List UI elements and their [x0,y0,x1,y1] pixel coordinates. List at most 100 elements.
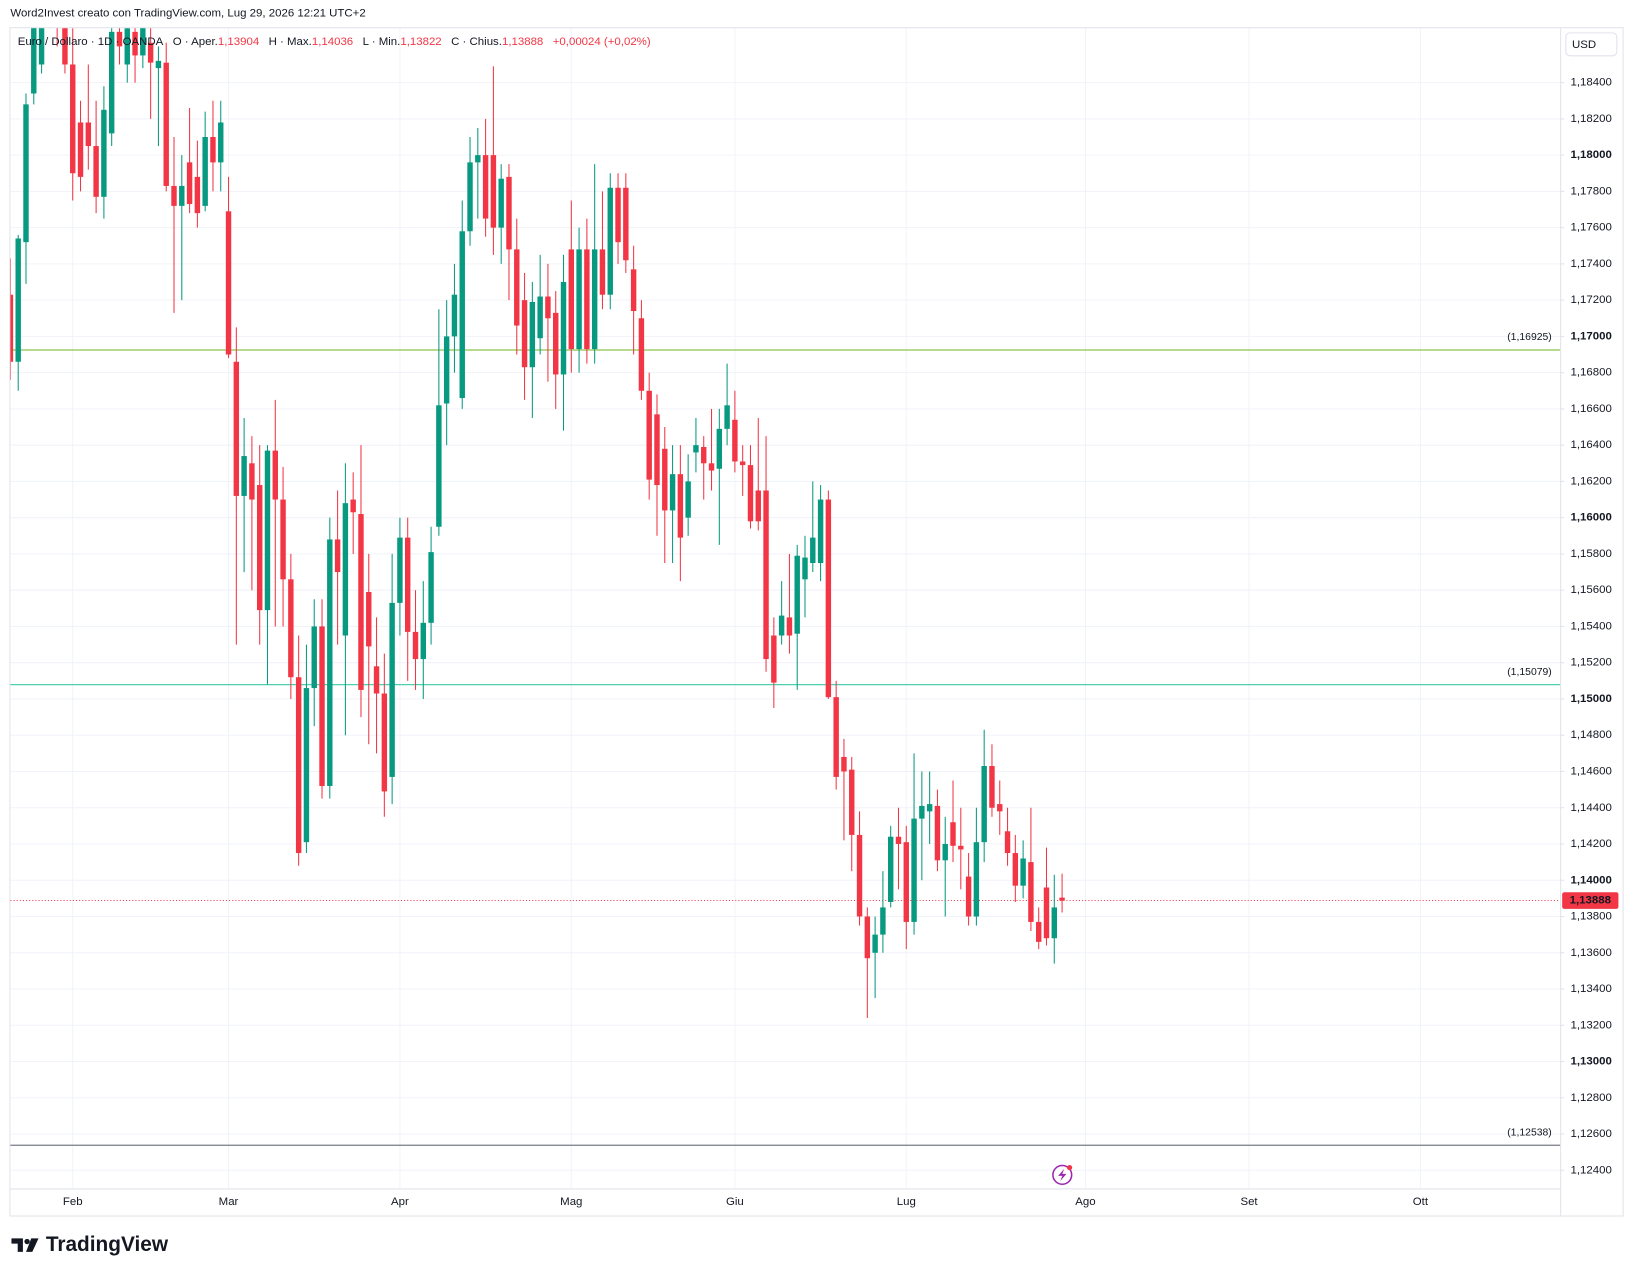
candle-body [249,463,255,500]
candle-body [755,490,761,522]
candle-body [327,539,333,786]
y-tick-label: 1,15200 [1571,657,1612,669]
candle-body [475,155,481,163]
candle-body [794,555,800,634]
candle-body [856,834,863,917]
y-tick-label: 1,16800 [1571,367,1612,379]
axes: 1,12400 1,12600 1,12800 1,13000 1,13200 1,134… [63,77,1619,1208]
candle-body [194,176,201,214]
field-label: L · Min. [363,36,401,48]
candle-body [677,474,684,538]
candle-body [1059,897,1065,901]
candle-body [560,282,567,375]
x-tick-label: Ago [1075,1196,1095,1208]
y-tick-label: 1,12800 [1571,1092,1612,1104]
candle-body [459,231,465,399]
candle-body [256,485,263,611]
candle-body [568,249,575,350]
candle-body [101,109,107,197]
candle-body [436,405,442,527]
candle-body [825,499,832,698]
candle-body [334,539,341,573]
y-tick-label: 1,16600 [1571,403,1612,415]
y-tick-label: 1,18400 [1571,77,1612,89]
candle-body [685,481,691,518]
candle-body [412,631,419,660]
field-value: 1,13822 [400,36,441,48]
currency-button[interactable] [1565,32,1618,57]
candle-body [132,31,138,56]
candle-body [630,269,637,312]
x-tick-label: Mar [219,1196,239,1208]
y-tick-label: 1,12400 [1571,1164,1612,1176]
y-tick-label: 1,16000 [1571,512,1612,524]
candle-body [599,249,606,295]
candle-body [303,688,310,843]
candle-body [482,155,489,219]
y-tick-label: 1,14600 [1571,766,1612,778]
candle-body [833,697,839,777]
candle-body [225,211,232,355]
field-value: 1,13904 [218,36,260,48]
candle-body [233,361,240,496]
candle-body [272,450,278,500]
candle-body [420,622,426,660]
candle-body [389,602,395,777]
y-tick-label: 1,13200 [1571,1019,1612,1031]
y-tick-label: 1,17800 [1571,185,1612,197]
candle-body [786,617,793,636]
candle-body [934,805,941,861]
candle-body [895,836,902,844]
candle-body [576,249,582,350]
y-tick-label: 1,17400 [1571,258,1612,270]
y-tick-label: 1,14800 [1571,729,1612,741]
candle-body [997,804,1003,812]
y-tick-label: 1,14000 [1571,874,1612,886]
candle-body [366,592,372,647]
candle-body [288,579,294,678]
candle-body [171,185,177,206]
y-tick-label: 1,12600 [1571,1128,1612,1140]
currency[interactable]: USD [1572,39,1596,51]
candle-body [669,474,676,511]
candle-body [1012,853,1019,886]
candle-body [15,238,21,362]
candle-body [529,301,536,368]
candle-body [443,336,450,404]
candle-body [506,176,512,250]
candle-body [1028,862,1034,922]
candle-body [1020,858,1026,886]
candle-body [179,185,185,206]
candle-body [210,136,216,163]
last-price-box [1562,892,1619,909]
y-tick-label: 1,17200 [1571,294,1612,306]
candle-body [849,769,855,835]
x-tick-label: Set [1240,1196,1258,1208]
candle-body [311,626,317,689]
candle-body [942,843,948,861]
candle-body [911,818,917,922]
candle-body [747,465,754,522]
y-tick-label: 1,15800 [1571,548,1612,560]
candle-body [93,146,99,197]
candle-body [778,615,785,636]
y-tick-label: 1,13800 [1571,911,1612,923]
y-tick-label: 1,18200 [1571,113,1612,125]
candle-body [872,934,878,953]
candle-body [771,635,777,683]
candle-body [514,249,520,326]
candle-body [373,666,380,694]
candle-body [358,514,364,690]
candle-body [864,916,871,959]
field-value: 1,13888 [502,36,543,48]
level-label: (1,16925) [1507,332,1552,343]
candle-body [607,187,613,295]
candles [10,28,1065,1019]
candle-body [397,537,403,603]
candle-body [295,677,302,854]
candle-body [62,28,68,65]
lightning-icon[interactable] [1052,1164,1073,1186]
